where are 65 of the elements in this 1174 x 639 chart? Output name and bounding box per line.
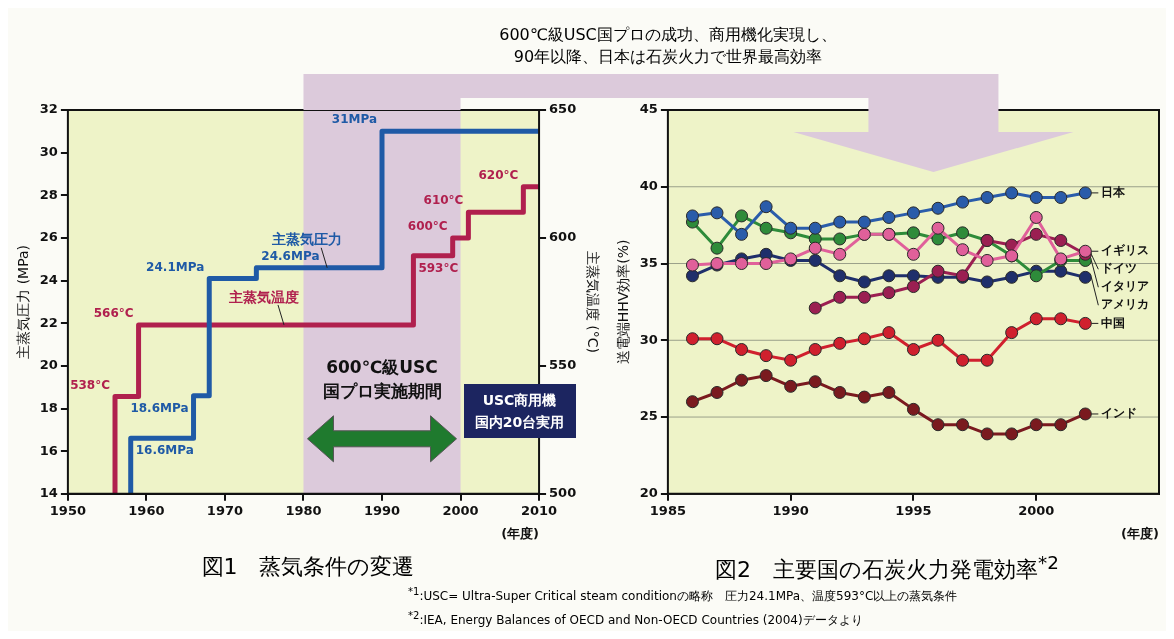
text: $^{*2}$:IEA, Energy Balances of OECD and Non-OECD Countries (2004)データより bbox=[408, 609, 864, 629]
text: 図1 蒸気条件の変遷 bbox=[200, 553, 416, 581]
x-tick-label: 1960 bbox=[128, 502, 165, 518]
legend-label: ドイツ bbox=[1101, 261, 1138, 276]
x-tick-label: 1970 bbox=[206, 502, 244, 518]
y-tick-label: 18 bbox=[39, 399, 58, 415]
y2-tick-label: 600 bbox=[549, 229, 577, 245]
y2-tick-label: 500 bbox=[549, 485, 577, 501]
text: $^{*1}$:USC= Ultra-Super Critical steam conditionの略称 圧力24.1MPa、温度593°C以上の蒸気条件 bbox=[408, 585, 958, 605]
series-label: アメリカ bbox=[1101, 297, 1150, 312]
y-tick-label: 14 bbox=[39, 485, 58, 501]
note-box: USC商用機 国内20台実用 bbox=[463, 383, 576, 438]
y-tick-label: 45 bbox=[639, 101, 658, 117]
data-label: 610°C bbox=[423, 193, 464, 208]
data-label: 18.6MPa bbox=[130, 400, 189, 415]
series-label: 主蒸気圧力 bbox=[271, 231, 343, 248]
y-tick-label: 16 bbox=[39, 442, 58, 458]
y-tick-label: 28 bbox=[39, 186, 58, 202]
x-tick-label: 1985 bbox=[649, 502, 686, 518]
x-tick-label: 1980 bbox=[285, 502, 322, 518]
series-label: 主蒸気温度 bbox=[227, 288, 299, 305]
text: 600℃級USC国プロの成功、商用機化実現し、 90年以降、日本は石炭火力で世界最高効率 bbox=[498, 24, 838, 68]
y2-tick-label: 650 bbox=[549, 101, 577, 117]
x-tick-label: 1990 bbox=[772, 502, 809, 518]
legend-label: インド bbox=[1101, 406, 1138, 421]
y-tick-label: 35 bbox=[639, 254, 658, 270]
data-label: 16.6MPa bbox=[135, 443, 194, 458]
y-tick-label: 32 bbox=[39, 101, 58, 117]
y-tick-label: 30 bbox=[39, 144, 58, 160]
x-tick-label: 1995 bbox=[895, 502, 932, 518]
y-tick-label: 25 bbox=[639, 408, 658, 424]
y2-tick-label: 550 bbox=[549, 357, 577, 373]
data-label: 24.6MPa bbox=[261, 248, 320, 263]
x-tick-label: 2010 bbox=[520, 502, 558, 518]
legend-label: 日本 bbox=[1101, 185, 1127, 200]
x-tick-label: 1950 bbox=[49, 502, 86, 518]
data-label: 593°C bbox=[418, 260, 459, 275]
annotation: 国内20台実用 bbox=[473, 412, 566, 432]
data-label: 566°C bbox=[93, 306, 134, 321]
y-axis-title: 主蒸気圧力 (MPa) bbox=[15, 244, 32, 359]
x-axis-title: (年度) bbox=[1121, 525, 1159, 541]
data-label: 600°C bbox=[407, 219, 448, 234]
y2-axis-title: 主蒸気温度 (°C) bbox=[584, 250, 601, 353]
x-axis-title: (年度) bbox=[501, 525, 540, 541]
band-label: 600℃級USC 国プロ実施期間 bbox=[322, 357, 442, 402]
text: 図2 主要国の石炭火力発電効率$^{*2}$ bbox=[714, 552, 1060, 585]
annotation: USC商用機 bbox=[481, 390, 558, 410]
data-label: 620°C bbox=[478, 167, 519, 182]
y-axis-title: 送電端HHV効率(%) bbox=[615, 239, 632, 365]
x-tick-label: 1990 bbox=[363, 502, 401, 518]
x-tick-label: 2000 bbox=[1018, 502, 1055, 518]
legend-label: イタリア bbox=[1101, 279, 1150, 294]
y-tick-label: 24 bbox=[39, 271, 58, 287]
data-label: 31MPa bbox=[331, 112, 378, 127]
data-label: 538°C bbox=[70, 377, 111, 392]
y-tick-label: 20 bbox=[639, 485, 658, 501]
data-label: 24.1MPa bbox=[146, 259, 205, 274]
legend-label: イギリス bbox=[1101, 243, 1150, 258]
y-tick-label: 30 bbox=[639, 331, 658, 347]
y-tick-label: 22 bbox=[39, 314, 58, 330]
x-tick-label: 2000 bbox=[442, 502, 479, 518]
y-tick-label: 40 bbox=[639, 178, 658, 194]
y-tick-label: 26 bbox=[39, 229, 58, 245]
legend-label: 中国 bbox=[1101, 315, 1126, 330]
y-tick-label: 20 bbox=[39, 357, 58, 373]
